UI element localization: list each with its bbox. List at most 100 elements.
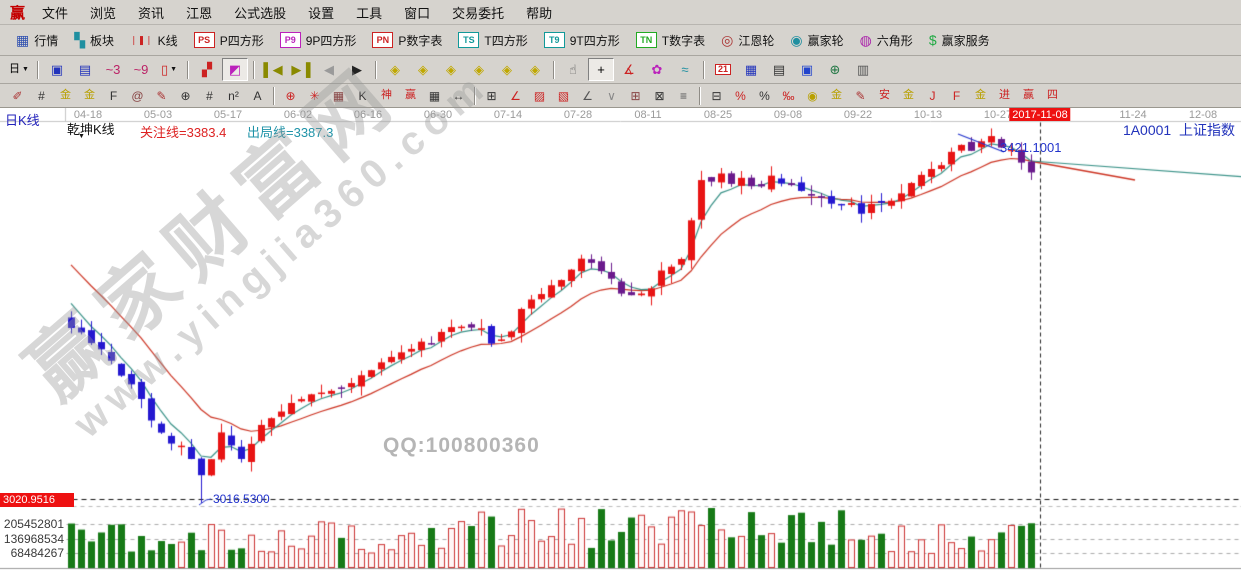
- menu-8[interactable]: 窗口: [404, 5, 431, 21]
- diamond-nav-star-button[interactable]: ◈: [522, 58, 548, 81]
- fan-grid-tool[interactable]: ▧: [552, 85, 575, 106]
- last-page-button[interactable]: ▶▐: [288, 58, 314, 81]
- t-table-button[interactable]: TN T数字表: [628, 29, 713, 52]
- candle-style-select[interactable]: ▯ ▼: [156, 58, 182, 81]
- ying-angle-tool[interactable]: 赢: [1017, 85, 1040, 106]
- jin-angle-tool[interactable]: 进: [993, 85, 1016, 106]
- grid-arrow-tool[interactable]: ⊠: [648, 85, 671, 106]
- gann-flower-button[interactable]: ✿: [644, 58, 670, 81]
- first-page-button[interactable]: ▌◀: [260, 58, 286, 81]
- prev-button[interactable]: ◀: [316, 58, 342, 81]
- percent-levels-tool[interactable]: ‰: [777, 85, 800, 106]
- period-select[interactable]: 日 ▼: [6, 58, 32, 81]
- p-table-button[interactable]: PN P数字表: [364, 29, 450, 52]
- menu-3[interactable]: 资讯: [138, 5, 165, 21]
- menu-9[interactable]: 交易委托: [452, 5, 505, 21]
- ying-grid-tool[interactable]: 赢: [399, 85, 422, 106]
- diamond-nav-x-button[interactable]: ◈: [466, 58, 492, 81]
- hand-tool-button[interactable]: ☝: [560, 58, 586, 81]
- candlestick-chart-canvas[interactable]: [0, 108, 1241, 570]
- grid-square-tool[interactable]: ⊞: [624, 85, 647, 106]
- gold-circle-tool[interactable]: ◉: [801, 85, 824, 106]
- menu-1[interactable]: 文件: [42, 5, 69, 21]
- k-mark-tool[interactable]: K: [351, 85, 374, 106]
- menu-4[interactable]: 江恩: [186, 5, 213, 21]
- text-tool[interactable]: A: [246, 85, 269, 106]
- grid-box-tool[interactable]: ▦: [327, 85, 350, 106]
- quotes-button[interactable]: ▦ 行情: [8, 29, 66, 52]
- gold-angle-tool[interactable]: 金: [969, 85, 992, 106]
- knife-tool[interactable]: ✐: [6, 85, 29, 106]
- fan-box-tool[interactable]: ▨: [528, 85, 551, 106]
- angle-tool-button[interactable]: ∡: [616, 58, 642, 81]
- angle-lines-tool[interactable]: ∠: [576, 85, 599, 106]
- calendar-button[interactable]: 21: [710, 58, 736, 81]
- notes-button[interactable]: ▤: [766, 58, 792, 81]
- zigzag-tool[interactable]: ∨: [600, 85, 623, 106]
- n-square-tool[interactable]: n²: [222, 85, 245, 106]
- gann-grid-tool[interactable]: #: [30, 85, 53, 106]
- grid-square-tool-icon: ⊞: [630, 88, 641, 103]
- fibonacci-tool[interactable]: F: [102, 85, 125, 106]
- width-measure-tool[interactable]: ↔: [447, 85, 470, 106]
- menu-10[interactable]: 帮助: [526, 5, 553, 21]
- info-document-button[interactable]: ▤: [72, 58, 98, 81]
- multi-window-button[interactable]: ▣: [44, 58, 70, 81]
- export-button[interactable]: ⊕: [822, 58, 848, 81]
- crosshair-tool-button[interactable]: +: [588, 58, 614, 81]
- matrix-tool[interactable]: ▦: [423, 85, 446, 106]
- gold-lines-tool[interactable]: 金: [825, 85, 848, 106]
- kline-button[interactable]: ❘❚❘ K线: [122, 29, 186, 52]
- circle-grid-tool[interactable]: ⊕: [174, 85, 197, 106]
- sectors-button[interactable]: ▚ 板块: [66, 29, 122, 52]
- si-angle-tool[interactable]: 四: [1041, 85, 1064, 106]
- diamond-nav-left-button[interactable]: ◈: [382, 58, 408, 81]
- frame-tool[interactable]: ⊞: [480, 85, 503, 106]
- gold-grid-tool[interactable]: 金: [897, 85, 920, 106]
- gann-grid-tool-icon: #: [38, 88, 45, 103]
- x-axis-tick: 09-22: [843, 109, 873, 121]
- brush-tool[interactable]: ✎: [150, 85, 173, 106]
- print-button[interactable]: ▥: [850, 58, 876, 81]
- spiral-tool[interactable]: @: [126, 85, 149, 106]
- menu-5[interactable]: 公式选股: [234, 5, 287, 21]
- stats-tool[interactable]: ⊟: [705, 85, 728, 106]
- p-square-button[interactable]: PS P四方形: [186, 29, 272, 52]
- parallel-lines-tool[interactable]: ≡: [672, 85, 695, 106]
- fan-lines-tool[interactable]: ∠: [504, 85, 527, 106]
- winner-wheel-button[interactable]: ◉ 赢家轮: [782, 29, 851, 52]
- an-grid-tool[interactable]: 安: [873, 85, 896, 106]
- f-angle-tool[interactable]: F: [945, 85, 968, 106]
- 9t-square-button[interactable]: T9 9T四方形: [536, 29, 628, 52]
- hexagon-button[interactable]: ◍ 六角形: [852, 29, 921, 52]
- diamond-nav-h-button[interactable]: ◈: [438, 58, 464, 81]
- wave-tool-button[interactable]: ≈: [672, 58, 698, 81]
- shen-grid-tool[interactable]: 神: [375, 85, 398, 106]
- gann-frame-button[interactable]: ▞: [194, 58, 220, 81]
- star-tool[interactable]: ✳: [303, 85, 326, 106]
- menu-2[interactable]: 浏览: [90, 5, 117, 21]
- diamond-nav-cross-button[interactable]: ◈: [494, 58, 520, 81]
- j-angle-tool[interactable]: J: [921, 85, 944, 106]
- menu-7[interactable]: 工具: [356, 5, 383, 21]
- percent-tool[interactable]: %: [753, 85, 776, 106]
- gann-wheel-button[interactable]: ◎ 江恩轮: [713, 29, 782, 52]
- pen-tool[interactable]: ✎: [849, 85, 872, 106]
- 9p-square-button[interactable]: P9 9P四方形: [272, 29, 365, 52]
- diamond-nav-right-button[interactable]: ◈: [410, 58, 436, 81]
- target-circle-tool[interactable]: ⊕: [279, 85, 302, 106]
- calculator-button[interactable]: ▦: [738, 58, 764, 81]
- indicator-name-label[interactable]: 乾坤K线: [67, 122, 115, 137]
- wave3-button[interactable]: ~3: [100, 58, 126, 81]
- save-button[interactable]: ▣: [794, 58, 820, 81]
- color-chart-button[interactable]: ◩: [222, 58, 248, 81]
- percent-line-tool[interactable]: %: [729, 85, 752, 106]
- next-button[interactable]: ▶: [344, 58, 370, 81]
- menu-6[interactable]: 设置: [308, 5, 335, 21]
- golden-section-tool[interactable]: 金: [54, 85, 77, 106]
- line-grid-tool[interactable]: #: [198, 85, 221, 106]
- golden-ratio-tool[interactable]: 金: [78, 85, 101, 106]
- winner-service-button[interactable]: $ 赢家服务: [921, 29, 998, 52]
- t-square-button[interactable]: TS T四方形: [450, 29, 535, 52]
- wave9-button[interactable]: ~9: [128, 58, 154, 81]
